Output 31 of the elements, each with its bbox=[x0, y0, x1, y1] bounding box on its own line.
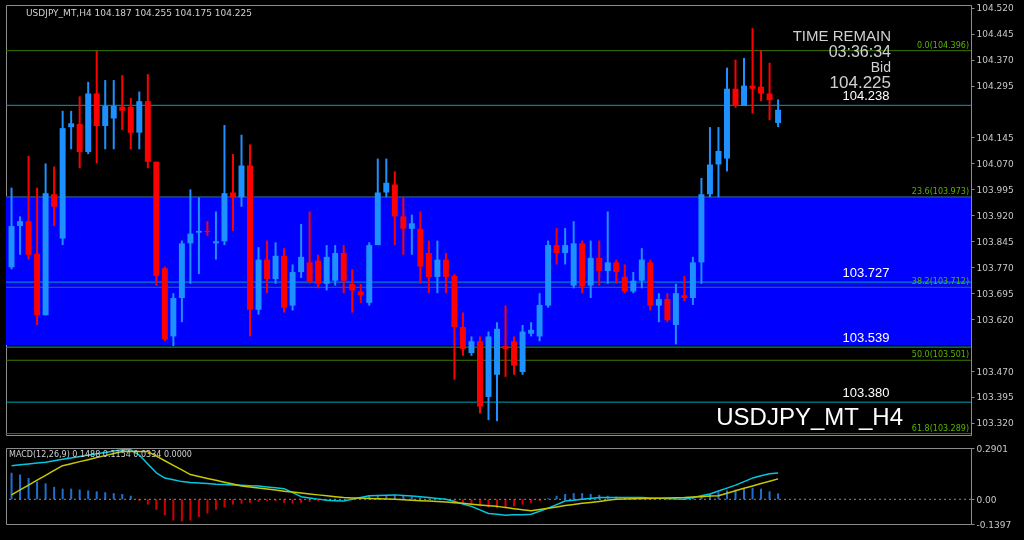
y-tick-label: 0.00 bbox=[976, 494, 997, 505]
y-tick-label: 104.520 bbox=[976, 3, 1014, 14]
ref-line-label: 23.6(103.973) bbox=[911, 187, 969, 196]
y-tick-label: 104.295 bbox=[976, 81, 1014, 92]
y-tick-label: 0.2901 bbox=[976, 443, 1008, 454]
y-tick-label: 103.320 bbox=[976, 418, 1014, 429]
y-tick-label: 103.845 bbox=[976, 236, 1014, 247]
y-tick-label: 104.445 bbox=[976, 29, 1014, 40]
ref-line-label: 0.0(104.396) bbox=[916, 40, 969, 50]
ref-line-label: 103.727 bbox=[842, 265, 890, 281]
y-tick-label: 104.370 bbox=[976, 55, 1014, 66]
y-tick-label: 103.770 bbox=[976, 262, 1014, 273]
annotation: TIME REMAIN bbox=[792, 27, 891, 44]
y-tick-label: 104.070 bbox=[976, 158, 1014, 169]
annotation: Bid bbox=[870, 59, 891, 75]
chart-title: USDJPY_MT,H4 104.187 104.255 104.175 104.225 bbox=[26, 8, 253, 18]
y-tick-label: 103.920 bbox=[976, 210, 1014, 221]
ref-line-label: 38.2(103.712) bbox=[911, 277, 969, 287]
y-tick-label: 104.145 bbox=[976, 132, 1014, 143]
ref-line-label: 61.8(103.289) bbox=[911, 423, 969, 433]
y-tick-label: -0.1397 bbox=[976, 519, 1012, 530]
y-tick-label: 103.695 bbox=[976, 288, 1014, 299]
ref-line-label: 103.539 bbox=[842, 330, 890, 346]
annotation: USDJPY_MT_H4 bbox=[716, 403, 903, 430]
ref-line-label: 50.0(103.501) bbox=[911, 350, 969, 360]
y-tick-label: 103.470 bbox=[976, 366, 1014, 377]
ref-line-label: 103.380 bbox=[842, 385, 890, 401]
y-tick-label: 103.395 bbox=[976, 392, 1014, 403]
y-tick-label: 103.620 bbox=[976, 314, 1014, 325]
y-tick-label: 103.995 bbox=[976, 184, 1014, 195]
annotation: 03:36:34 bbox=[828, 43, 892, 60]
